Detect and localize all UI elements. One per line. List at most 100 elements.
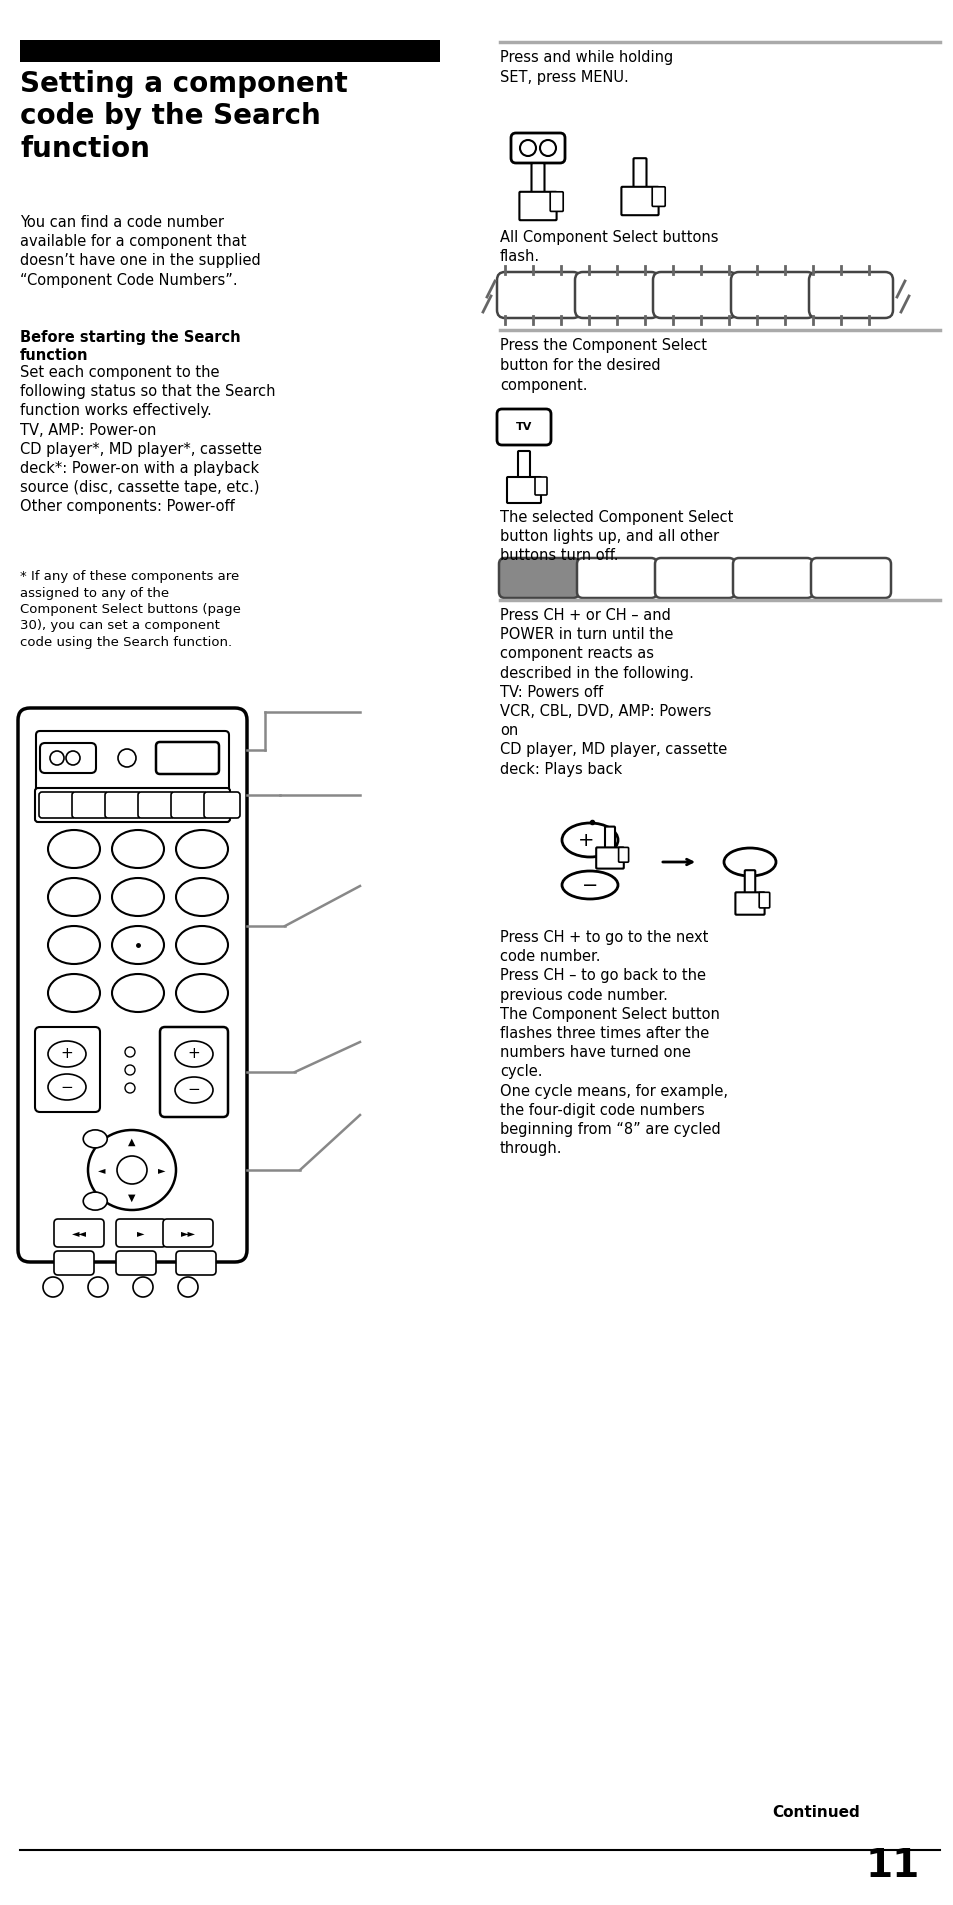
Ellipse shape [112,878,164,916]
FancyBboxPatch shape [116,1219,166,1248]
Ellipse shape [175,878,228,916]
FancyBboxPatch shape [596,848,623,869]
Ellipse shape [48,831,100,869]
Circle shape [50,751,64,766]
Text: −: − [188,1082,200,1097]
Text: +: + [188,1046,200,1061]
Circle shape [125,1048,135,1057]
FancyBboxPatch shape [655,558,734,598]
Ellipse shape [48,878,100,916]
FancyBboxPatch shape [535,476,546,495]
Ellipse shape [88,1130,175,1210]
Circle shape [178,1276,198,1297]
FancyBboxPatch shape [160,1027,228,1116]
FancyBboxPatch shape [36,732,229,802]
Text: ►: ► [158,1166,166,1175]
Ellipse shape [561,871,618,899]
Text: Continued: Continued [771,1806,859,1819]
Text: Before starting the Search
function: Before starting the Search function [20,330,240,364]
Ellipse shape [48,1074,86,1099]
Text: All Component Select buttons
flash.: All Component Select buttons flash. [499,231,718,265]
Ellipse shape [174,1076,213,1103]
Circle shape [66,751,80,766]
FancyBboxPatch shape [517,451,530,480]
Ellipse shape [48,1040,86,1067]
Ellipse shape [112,973,164,1012]
FancyBboxPatch shape [735,892,763,914]
Ellipse shape [117,1156,147,1185]
FancyBboxPatch shape [204,792,240,817]
FancyBboxPatch shape [116,1252,156,1274]
Text: TV: TV [516,423,532,432]
Circle shape [118,749,136,768]
Text: 11: 11 [864,1848,919,1886]
FancyBboxPatch shape [54,1219,104,1248]
Text: ►: ► [137,1229,145,1238]
FancyBboxPatch shape [35,789,230,821]
Circle shape [125,1084,135,1093]
Text: ◄◄: ◄◄ [71,1229,87,1238]
Text: Press the Component Select
button for the desired
component.: Press the Component Select button for th… [499,337,706,392]
FancyBboxPatch shape [550,192,562,211]
FancyBboxPatch shape [138,792,173,817]
Circle shape [132,1276,152,1297]
FancyBboxPatch shape [506,476,540,503]
Text: Setting a component
code by the Search
function: Setting a component code by the Search f… [20,70,348,162]
Text: You can find a code number
available for a component that
doesn’t have one in th: You can find a code number available for… [20,215,260,288]
Ellipse shape [175,973,228,1012]
FancyBboxPatch shape [604,827,615,852]
FancyBboxPatch shape [575,272,659,318]
FancyBboxPatch shape [531,164,544,196]
Bar [20,40,439,63]
Ellipse shape [112,831,164,869]
FancyBboxPatch shape [652,272,737,318]
FancyBboxPatch shape [497,272,580,318]
Circle shape [125,1065,135,1074]
Circle shape [88,1276,108,1297]
FancyBboxPatch shape [71,792,108,817]
Text: The selected Component Select
button lights up, and all other
buttons turn off.: The selected Component Select button lig… [499,511,733,564]
Ellipse shape [561,823,618,857]
FancyBboxPatch shape [498,558,578,598]
FancyBboxPatch shape [744,871,755,895]
Circle shape [43,1276,63,1297]
FancyBboxPatch shape [163,1219,213,1248]
FancyBboxPatch shape [730,272,814,318]
FancyBboxPatch shape [518,192,556,221]
FancyBboxPatch shape [511,133,564,164]
FancyBboxPatch shape [39,792,75,817]
Text: ◄: ◄ [98,1166,106,1175]
Ellipse shape [175,831,228,869]
Text: ▼: ▼ [128,1193,135,1202]
FancyBboxPatch shape [54,1252,94,1274]
Text: −: − [581,876,598,895]
Text: +: + [578,831,594,850]
Ellipse shape [723,848,775,876]
FancyBboxPatch shape [633,158,646,190]
Text: ►►: ►► [180,1229,195,1238]
Text: −: − [61,1080,73,1095]
FancyBboxPatch shape [18,709,247,1261]
Text: Press CH + to go to the next
code number.
Press CH – to go back to the
previous : Press CH + to go to the next code number… [499,930,727,1156]
Ellipse shape [83,1130,107,1149]
FancyBboxPatch shape [652,187,664,206]
Text: Set each component to the
following status so that the Search
function works eff: Set each component to the following stat… [20,366,275,514]
FancyBboxPatch shape [35,1027,100,1113]
Text: +: + [61,1046,73,1061]
Ellipse shape [175,926,228,964]
FancyBboxPatch shape [620,187,658,215]
FancyBboxPatch shape [618,848,628,863]
Circle shape [519,139,536,156]
FancyBboxPatch shape [810,558,890,598]
Text: Press and while holding
SET, press MENU.: Press and while holding SET, press MENU. [499,50,673,86]
Ellipse shape [48,973,100,1012]
FancyBboxPatch shape [497,410,551,446]
FancyBboxPatch shape [105,792,141,817]
FancyBboxPatch shape [759,892,769,909]
FancyBboxPatch shape [808,272,892,318]
Text: * If any of these components are
assigned to any of the
Component Select buttons: * If any of these components are assigne… [20,570,240,650]
Ellipse shape [174,1040,213,1067]
FancyBboxPatch shape [40,743,96,773]
FancyBboxPatch shape [175,1252,215,1274]
Text: ▲: ▲ [128,1137,135,1147]
